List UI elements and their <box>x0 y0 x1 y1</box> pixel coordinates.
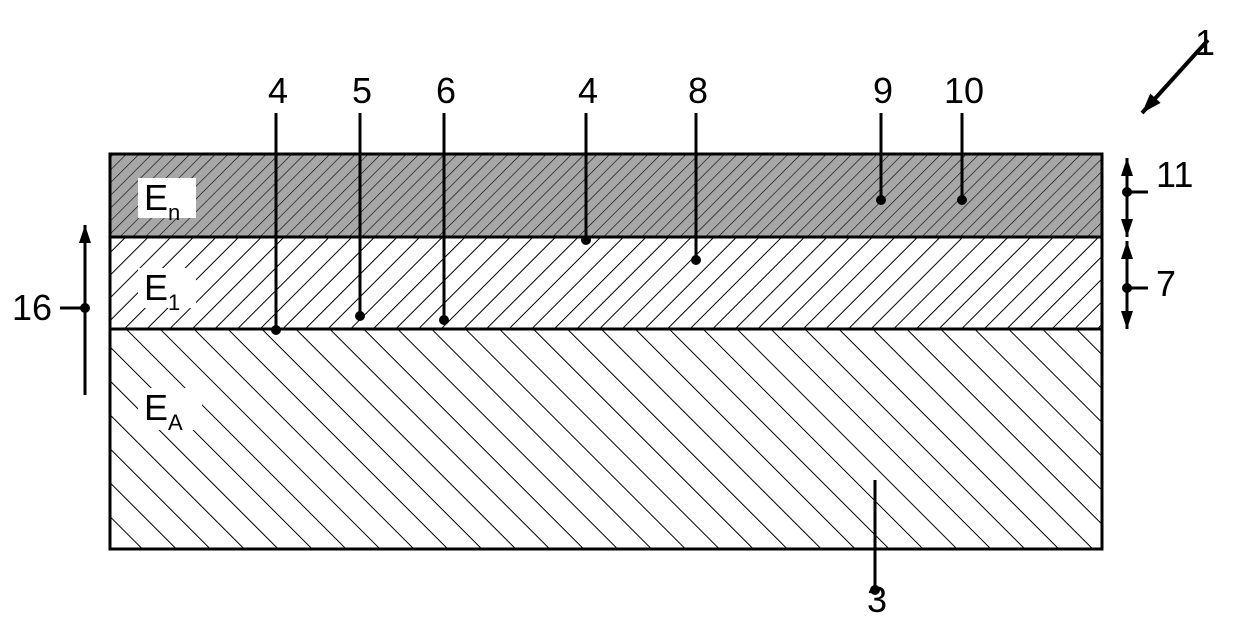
layer-diagram: En E1 EA 1 4 5 6 4 8 9 10 11 7 16 3 <box>0 0 1239 622</box>
ref-label: 8 <box>688 70 708 111</box>
ref-label: 16 <box>12 287 52 328</box>
layer-label-E_1: E1 <box>138 267 196 315</box>
ref-label: 4 <box>268 70 288 111</box>
leader-dot <box>355 311 365 321</box>
leader-dot <box>581 235 591 245</box>
leader-dot <box>271 325 281 335</box>
layer-label-E_A: EA <box>138 387 202 435</box>
ref-label: 1 <box>1195 22 1215 63</box>
leader-dot <box>876 195 886 205</box>
leader-dot <box>439 315 449 325</box>
ref-label: 4 <box>578 70 598 111</box>
leader-dot <box>691 255 701 265</box>
ref-label: 9 <box>873 70 893 111</box>
ref-label: 11 <box>1156 154 1193 195</box>
layer-label-E_n: En <box>138 177 196 225</box>
layer-E_1 <box>110 237 1102 329</box>
ref-label: 5 <box>352 70 372 111</box>
ref-label: 10 <box>944 70 984 111</box>
layer-E_n <box>110 154 1102 237</box>
ref-label: 3 <box>867 579 887 620</box>
layer-E_A <box>110 329 1102 549</box>
leader-dot <box>957 195 967 205</box>
ref-label: 7 <box>1156 263 1176 304</box>
ref-label: 6 <box>436 70 456 111</box>
